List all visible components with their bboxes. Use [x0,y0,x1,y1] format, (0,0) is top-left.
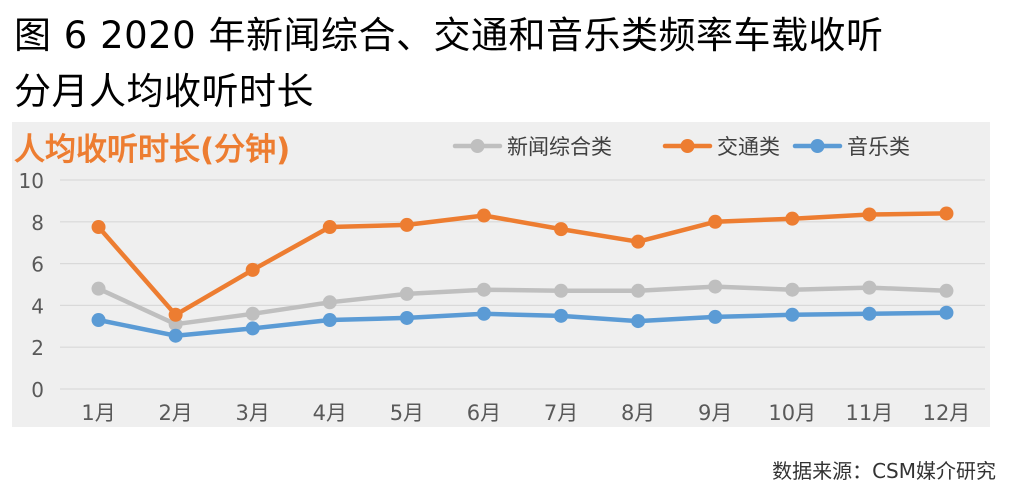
x-tick-label: 5月 [390,401,424,425]
figure-title-line-1: 图 6 2020 年新闻综合、交通和音乐类频率车载收听 [14,14,884,57]
data-point [322,313,337,328]
series-line [96,284,949,327]
legend-item-1: 新闻综合类 [452,135,612,159]
data-point [476,208,491,223]
data-point [862,207,877,222]
figure-title: 图 6 2020 年新闻综合、交通和音乐类频率车载收听 分月人均收听时长 [14,8,1004,120]
legend-marker [810,139,825,153]
y-tick-label: 4 [31,294,44,318]
x-tick-label: 6月 [467,401,501,425]
data-point [631,234,646,249]
data-point [91,313,106,328]
data-point [785,282,800,297]
x-tick-label: 7月 [544,401,578,425]
legend-label: 交通类 [717,135,780,159]
legend-item-3: 音乐类 [792,135,910,159]
chart-panel [12,122,990,427]
data-point [785,307,800,322]
data-point [554,283,569,298]
data-point [862,306,877,321]
data-point [91,220,106,235]
y-tick-label: 6 [31,253,44,277]
data-point [708,309,723,324]
data-point [708,279,723,294]
x-tick-label: 10月 [768,401,816,425]
data-point [862,280,877,295]
data-point [399,217,414,232]
data-point [785,211,800,226]
x-tick-label: 9月 [698,401,732,425]
data-point [939,283,954,298]
data-point [322,220,337,235]
series-3 [91,305,954,343]
x-tick-label: 8月 [621,401,655,425]
y-tick-label: 0 [31,378,44,402]
y-tick-label: 10 [19,169,44,193]
legend-label: 新闻综合类 [507,135,612,159]
y-tick-label: 8 [31,211,44,235]
data-point [476,282,491,297]
data-point [168,307,183,322]
legend-item-2: 交通类 [662,135,780,159]
data-point [322,295,337,310]
data-point [631,314,646,329]
series-line [96,310,949,338]
legend-marker [680,139,695,153]
legend-label: 音乐类 [847,135,910,159]
series-line [96,211,949,318]
x-tick-label: 2月 [158,401,192,425]
data-point [245,306,260,321]
x-tick-label: 3月 [236,401,270,425]
x-tick-label: 12月 [923,401,971,425]
data-point [245,262,260,277]
data-point [554,308,569,323]
data-point [631,283,646,298]
series-2 [91,206,954,322]
data-point [399,310,414,325]
series-1 [91,279,954,332]
y-tick-label: 2 [31,336,44,360]
data-point [554,222,569,237]
figure-title-line-2: 分月人均收听时长 [14,70,314,113]
data-point [91,281,106,296]
source-note: 数据来源：CSM媒介研究 [772,459,996,483]
data-point [939,305,954,320]
y-axis-unit-label: 人均收听时长(分钟) [14,132,290,168]
data-point [245,321,260,336]
data-point [476,306,491,321]
x-tick-label: 1月 [81,401,115,425]
x-tick-label: 11月 [846,401,894,425]
data-point [399,286,414,301]
x-tick-label: 4月 [313,401,347,425]
legend-marker [470,139,485,153]
data-point [939,206,954,221]
data-point [708,214,723,229]
data-point [168,328,183,343]
